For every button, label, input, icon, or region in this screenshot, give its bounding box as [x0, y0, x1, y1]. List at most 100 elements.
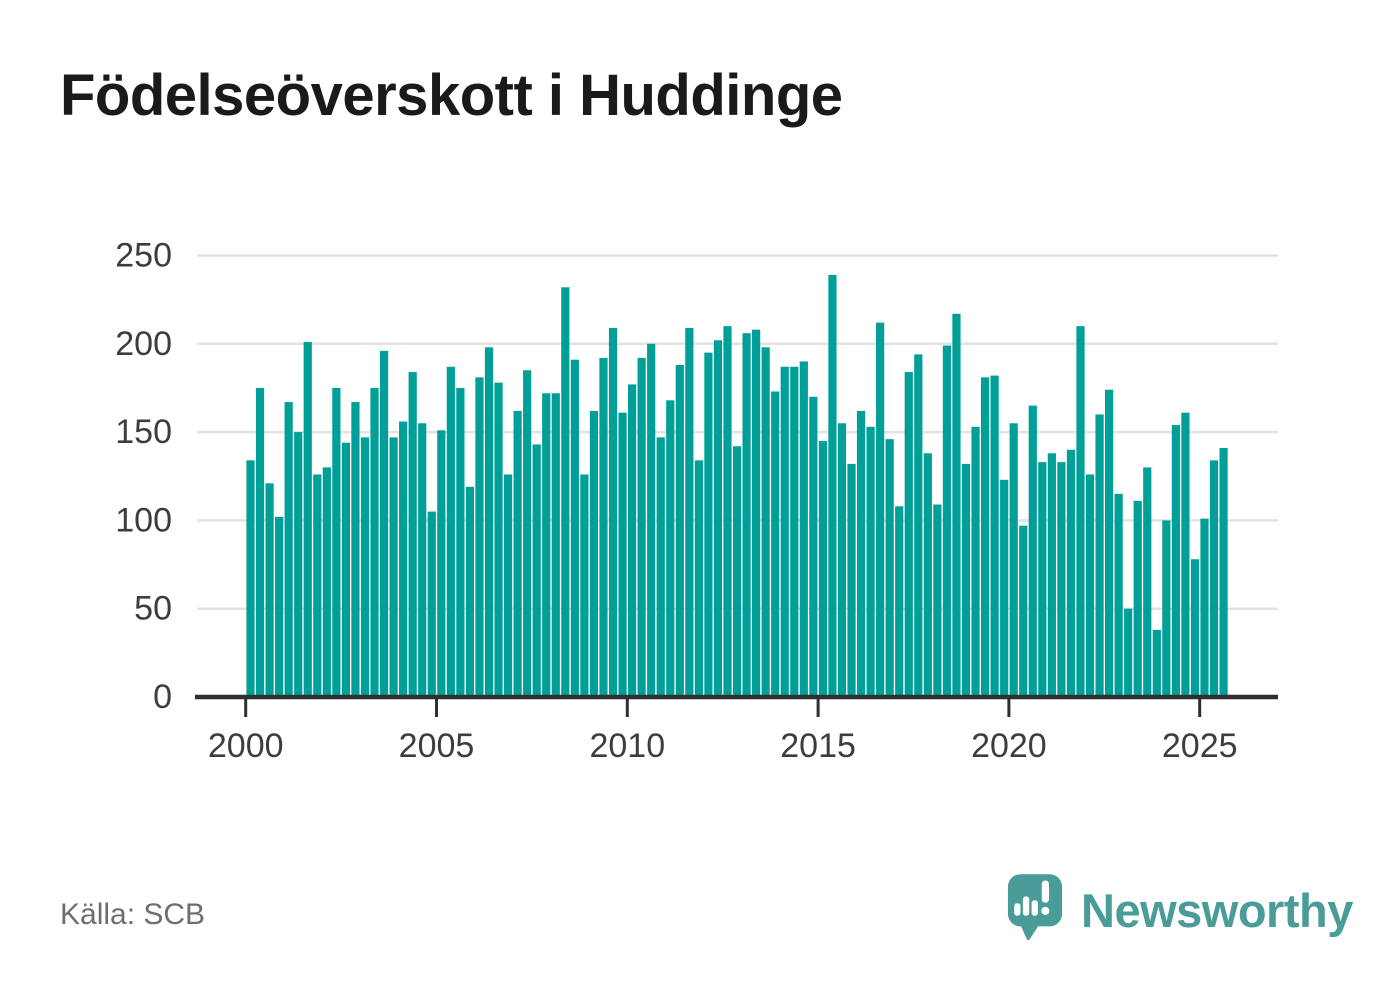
bar-2013-q4 [771, 391, 780, 697]
bar-2020-q3 [1028, 405, 1037, 697]
bar-2004-q3 [418, 423, 427, 697]
bar-2012-q2 [713, 340, 723, 697]
bar-2005-q2 [446, 366, 455, 697]
bar-2020-q4 [1038, 462, 1047, 697]
bar-2019-q2 [980, 377, 990, 697]
bar-2020-q2 [1019, 525, 1028, 697]
x-tick-label-2015: 2015 [780, 727, 856, 765]
bar-2008-q4 [580, 474, 589, 697]
bar-2010-q2 [637, 357, 646, 697]
bar-2011-q1 [666, 400, 675, 697]
bar-2024-q2 [1171, 425, 1180, 697]
bar-2013-q3 [761, 347, 770, 697]
bar-2001-q2 [294, 432, 303, 697]
bar-2005-q4 [465, 486, 475, 697]
bar-2015-q3 [837, 423, 847, 697]
bar-2000-q3 [265, 483, 274, 697]
bar-2004-q2 [408, 372, 417, 697]
bar-2002-q4 [351, 402, 360, 697]
bar-2002-q3 [341, 442, 350, 697]
x-tick-label-2005: 2005 [399, 727, 475, 765]
bar-2003-q4 [389, 437, 398, 697]
newsworthy-logo-text: Newsworthy [1081, 884, 1353, 937]
bar-2000-q4 [275, 516, 284, 697]
bar-2023-q3 [1143, 467, 1152, 697]
bar-2023-q1 [1124, 608, 1133, 697]
bar-2021-q3 [1066, 449, 1076, 697]
bar-2001-q1 [284, 402, 293, 697]
bar-2022-q2 [1095, 414, 1104, 697]
bar-2005-q1 [437, 430, 446, 697]
bar-2015-q2 [828, 274, 837, 697]
y-tick-label-50: 50 [134, 590, 172, 628]
bar-2013-q1 [742, 333, 751, 697]
bar-2021-q2 [1057, 462, 1066, 697]
bar-2011-q2 [675, 364, 684, 697]
bar-2019-q4 [1000, 479, 1009, 697]
bar-2013-q2 [752, 329, 761, 697]
bar-2009-q1 [589, 410, 599, 697]
bar-2010-q1 [628, 384, 637, 697]
bar-2025-q1 [1200, 518, 1209, 697]
bar-2025-q3 [1219, 447, 1228, 697]
bar-2021-q1 [1047, 453, 1056, 697]
bar-2015-q1 [818, 440, 827, 697]
newsworthy-logo-icon [1007, 874, 1063, 941]
bar-2017-q2 [904, 372, 913, 697]
bar-2023-q2 [1133, 500, 1142, 697]
bar-2015-q4 [847, 463, 856, 697]
bar-2008-q2 [561, 287, 570, 697]
bar-2001-q4 [313, 474, 322, 697]
y-tick-label-200: 200 [115, 325, 172, 363]
bar-2004-q1 [399, 421, 408, 697]
bar-2006-q1 [475, 377, 484, 697]
bar-2019-q1 [971, 426, 980, 697]
bar-2020-q1 [1009, 423, 1018, 697]
bar-2009-q4 [618, 412, 627, 697]
bar-2007-q3 [532, 444, 541, 697]
bar-2017-q3 [914, 354, 923, 697]
bar-2002-q2 [332, 387, 341, 697]
bar-2025-q2 [1209, 460, 1219, 697]
x-tick-label-2020: 2020 [971, 727, 1047, 765]
bar-2003-q2 [370, 387, 379, 697]
bar-2009-q2 [599, 357, 608, 697]
bar-2007-q1 [513, 410, 522, 697]
chart-title: Födelseöverskott i Huddinge [60, 63, 843, 128]
bar-2017-q1 [895, 506, 904, 697]
newsworthy-brand: Newsworthy [1006, 872, 1353, 946]
bar-2010-q4 [656, 437, 665, 697]
bar-2003-q3 [379, 350, 389, 697]
bar-2008-q3 [570, 359, 579, 697]
bar-2023-q4 [1152, 629, 1161, 697]
x-tick-label-2025: 2025 [1162, 727, 1238, 765]
bar-2011-q4 [694, 460, 703, 697]
bar-2008-q1 [551, 393, 560, 697]
bar-2006-q3 [494, 382, 503, 697]
bar-2006-q2 [484, 347, 494, 697]
bar-2004-q4 [427, 511, 436, 697]
bar-2000-q1 [246, 460, 255, 697]
y-tick-label-250: 250 [115, 237, 172, 275]
bar-2007-q4 [542, 393, 551, 697]
bar-2001-q3 [303, 342, 312, 697]
bar-2019-q3 [990, 375, 999, 697]
bar-2016-q4 [885, 439, 894, 697]
bar-2018-q3 [952, 313, 961, 697]
bar-2014-q4 [809, 396, 818, 697]
bar-2016-q1 [856, 410, 866, 697]
bar-2018-q2 [942, 345, 952, 697]
bar-2014-q3 [799, 361, 808, 697]
bar-2022-q4 [1114, 493, 1123, 697]
bar-2024-q1 [1162, 520, 1171, 697]
bar-2018-q1 [933, 504, 942, 697]
x-tick-label-2000: 2000 [208, 727, 284, 765]
bar-2002-q1 [322, 467, 331, 697]
bar-2021-q4 [1076, 326, 1085, 697]
bar-2022-q3 [1105, 389, 1114, 697]
y-tick-label-0: 0 [153, 678, 172, 716]
bar-2016-q3 [876, 322, 885, 697]
bar-2012-q1 [704, 352, 713, 697]
x-tick-label-2010: 2010 [589, 727, 665, 765]
